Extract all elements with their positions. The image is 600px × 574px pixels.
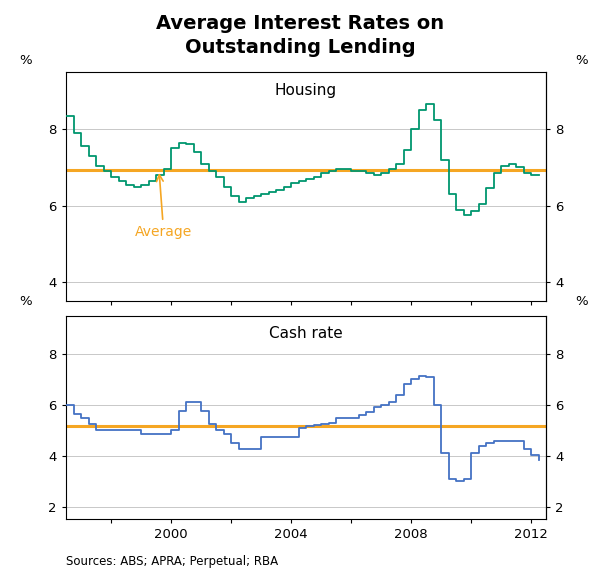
Text: %: % bbox=[575, 294, 589, 308]
Text: Housing: Housing bbox=[275, 83, 337, 98]
Text: %: % bbox=[575, 54, 589, 67]
Text: Average Interest Rates on
Outstanding Lending: Average Interest Rates on Outstanding Le… bbox=[156, 14, 444, 57]
Text: Sources: ABS; APRA; Perpetual; RBA: Sources: ABS; APRA; Perpetual; RBA bbox=[66, 555, 278, 568]
Text: Average: Average bbox=[135, 174, 192, 239]
Text: Cash rate: Cash rate bbox=[269, 326, 343, 341]
Text: %: % bbox=[19, 294, 32, 308]
Text: %: % bbox=[19, 54, 32, 67]
